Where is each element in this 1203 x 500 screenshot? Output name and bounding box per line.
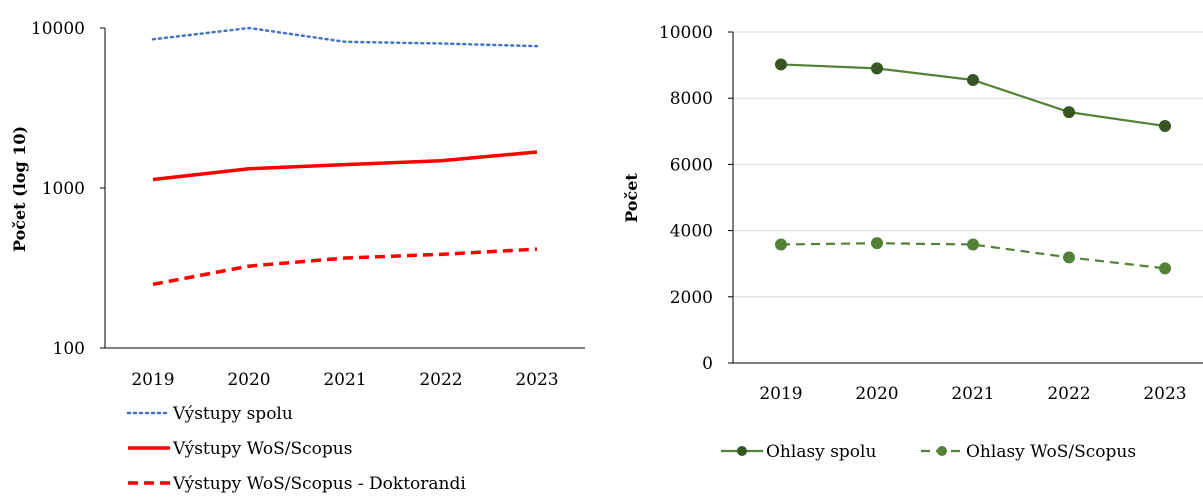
left-legend-label: Výstupy WoS/Scopus xyxy=(172,439,352,459)
right-x-tick-label: 2022 xyxy=(1047,384,1090,404)
right-x-tick-label: 2021 xyxy=(951,384,994,404)
right-legend: Ohlasy spolu Ohlasy WoS/Scopus xyxy=(721,442,1136,462)
left-legend: Výstupy spolu Výstupy WoS/Scopus Výstupy W… xyxy=(126,404,466,494)
right-series-1-marker xyxy=(775,58,787,71)
right-x-tick-label: 2023 xyxy=(1143,384,1186,404)
right-legend-label: Ohlasy spolu xyxy=(766,442,876,462)
right-series-2-marker xyxy=(775,238,787,251)
left-x-tick-label: 2023 xyxy=(515,370,558,390)
left-series-line-3 xyxy=(152,247,538,287)
right-series-2-marker xyxy=(871,237,883,250)
left-series-line-1 xyxy=(151,26,539,48)
left-x-tick-label: 2019 xyxy=(131,370,174,390)
left-y-tick-label: 10000 xyxy=(31,19,85,39)
left-x-tick-label: 2020 xyxy=(227,370,270,390)
right-legend-swatch-marker xyxy=(737,446,747,456)
right-y-tick-label: 4000 xyxy=(670,222,713,242)
right-y-tick-label: 10000 xyxy=(659,23,713,43)
right-y-tick-labels: 0 2000 4000 6000 8000 10000 xyxy=(659,23,733,374)
left-x-tick-label: 2021 xyxy=(323,370,366,390)
left-series-group xyxy=(151,26,539,287)
right-gridlines xyxy=(733,31,1203,298)
right-series-2-marker xyxy=(967,238,979,251)
right-series-group xyxy=(775,58,1171,275)
left-y-tick-label: 1000 xyxy=(42,179,85,199)
right-y-axis-label: Počet xyxy=(622,173,641,223)
left-y-tick-labels: 100 1000 10000 xyxy=(31,19,105,359)
right-x-tick-label: 2020 xyxy=(855,384,898,404)
left-legend-label: Výstupy WoS/Scopus - Doktorandi xyxy=(172,474,466,494)
left-series-line-2 xyxy=(152,150,538,182)
right-series-line-1 xyxy=(780,63,1166,128)
right-series-1-marker xyxy=(871,62,883,75)
right-series-1-marker xyxy=(1159,120,1171,133)
right-series-1-marker xyxy=(967,73,979,86)
right-x-tick-label: 2019 xyxy=(759,384,802,404)
right-series-1-marker xyxy=(1063,106,1075,119)
right-y-tick-label: 2000 xyxy=(670,288,713,308)
right-y-tick-label: 0 xyxy=(702,354,713,374)
left-y-tick-label: 100 xyxy=(53,339,85,359)
left-x-tick-label: 2022 xyxy=(419,370,462,390)
right-series-2-marker xyxy=(1159,262,1171,275)
left-y-axis-label: Počet (log 10) xyxy=(10,126,29,252)
right-y-tick-label: 6000 xyxy=(670,155,713,175)
right-series-2-marker xyxy=(1063,251,1075,264)
right-legend-label: Ohlasy WoS/Scopus xyxy=(966,442,1136,462)
right-legend-swatch-marker xyxy=(937,446,947,456)
left-x-tick-labels: 2019 2020 2021 2022 2023 xyxy=(131,370,558,390)
right-y-tick-label: 8000 xyxy=(670,89,713,109)
left-chart: 100 1000 10000 2019 2020 2021 2022 2023 Počet … xyxy=(10,19,585,494)
right-series-line-2 xyxy=(780,242,1166,270)
right-x-tick-labels: 2019 2020 2021 2022 2023 xyxy=(759,384,1186,404)
left-legend-label: Výstupy spolu xyxy=(172,404,293,424)
